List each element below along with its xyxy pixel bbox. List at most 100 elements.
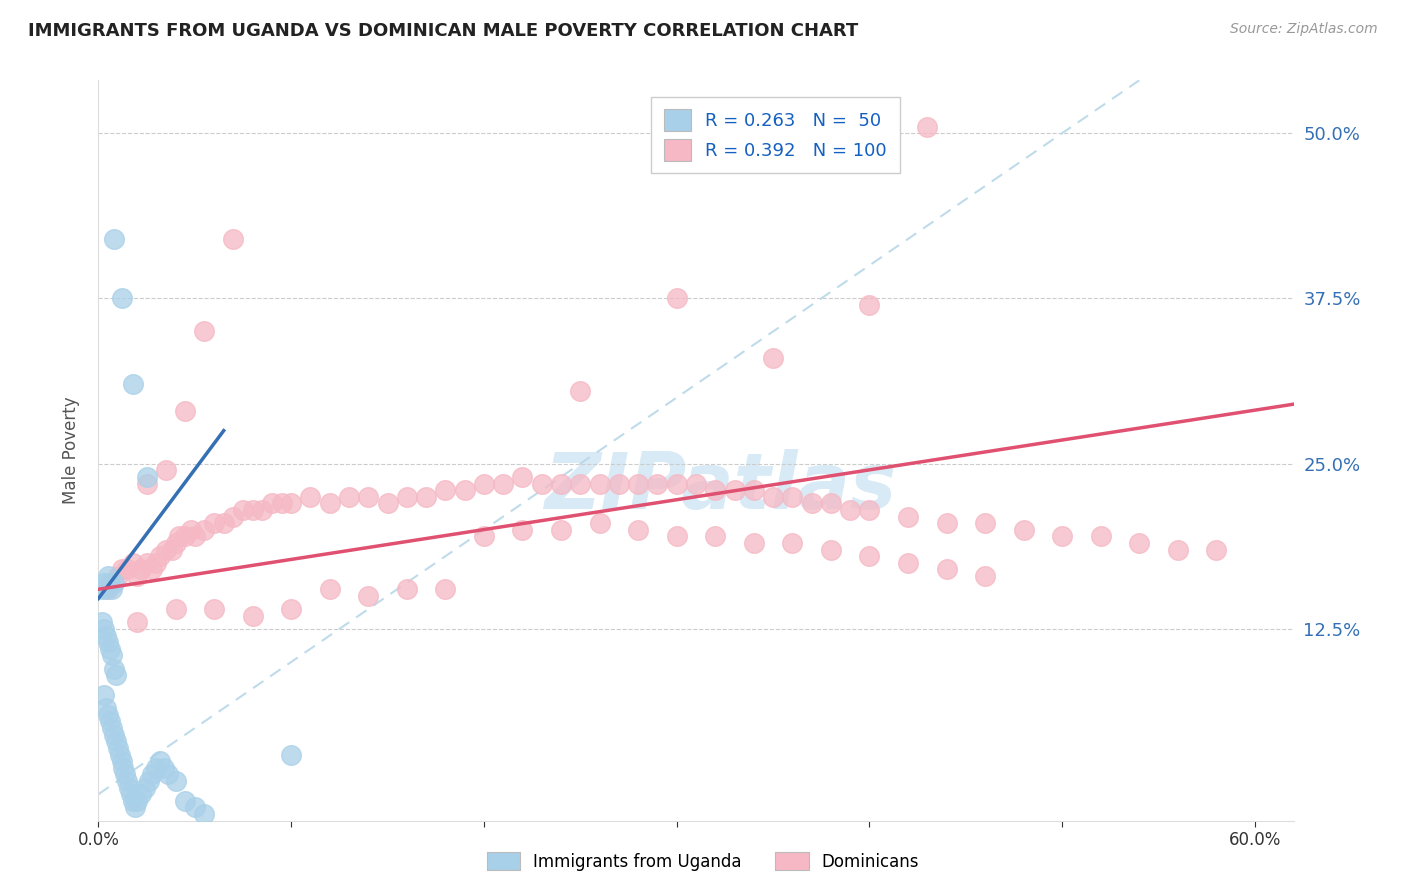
Point xyxy=(103,575,125,590)
Point xyxy=(103,232,125,246)
Point xyxy=(174,794,197,808)
Legend: Immigrants from Uganda, Dominicans: Immigrants from Uganda, Dominicans xyxy=(478,844,928,880)
Point xyxy=(588,516,610,531)
Point xyxy=(1050,529,1073,543)
Point xyxy=(193,523,215,537)
Point xyxy=(118,780,141,795)
Point xyxy=(665,476,688,491)
Point xyxy=(319,582,342,597)
Point xyxy=(782,536,804,550)
Point xyxy=(103,728,125,742)
Point xyxy=(122,377,145,392)
Point xyxy=(193,325,215,339)
Point xyxy=(337,490,360,504)
Point xyxy=(607,476,630,491)
Point xyxy=(180,523,202,537)
Point xyxy=(134,780,156,795)
Point xyxy=(94,629,117,643)
Point xyxy=(108,747,131,762)
Point xyxy=(858,549,880,564)
Point xyxy=(800,496,823,510)
Point xyxy=(193,807,215,822)
Point xyxy=(357,589,380,603)
Point xyxy=(319,496,342,510)
Point xyxy=(974,569,997,583)
Point xyxy=(858,503,880,517)
Point xyxy=(117,774,139,789)
Point xyxy=(242,608,264,623)
Point xyxy=(103,662,125,676)
Point xyxy=(512,523,534,537)
Point xyxy=(145,761,167,775)
Point xyxy=(280,496,302,510)
Point xyxy=(149,549,172,564)
Point xyxy=(97,569,120,583)
Point xyxy=(820,496,842,510)
Point xyxy=(160,542,183,557)
Point xyxy=(110,292,132,306)
Point xyxy=(270,496,292,510)
Point xyxy=(704,529,727,543)
Point xyxy=(156,767,179,781)
Point xyxy=(165,602,187,616)
Point xyxy=(492,476,515,491)
Point xyxy=(858,298,880,312)
Point xyxy=(917,120,939,134)
Point xyxy=(1090,529,1112,543)
Point xyxy=(101,721,124,735)
Point xyxy=(122,556,145,570)
Point xyxy=(184,529,207,543)
Point xyxy=(434,582,457,597)
Point xyxy=(138,774,160,789)
Point xyxy=(222,509,245,524)
Point xyxy=(112,761,135,775)
Point xyxy=(94,582,117,597)
Point xyxy=(897,509,920,524)
Point xyxy=(129,562,152,576)
Point xyxy=(434,483,457,497)
Point xyxy=(145,556,167,570)
Point xyxy=(569,476,592,491)
Point xyxy=(395,582,418,597)
Text: Source: ZipAtlas.com: Source: ZipAtlas.com xyxy=(1230,22,1378,37)
Point xyxy=(242,503,264,517)
Point xyxy=(98,641,121,656)
Point xyxy=(155,463,177,477)
Point xyxy=(415,490,437,504)
Point xyxy=(377,496,399,510)
Point xyxy=(782,490,804,504)
Point xyxy=(141,767,163,781)
Point xyxy=(222,232,245,246)
Point xyxy=(704,483,727,497)
Point xyxy=(129,787,152,801)
Point xyxy=(1167,542,1189,557)
Point xyxy=(299,490,322,504)
Point xyxy=(627,476,650,491)
Point xyxy=(101,648,124,663)
Point xyxy=(762,351,785,365)
Point xyxy=(1012,523,1035,537)
Point xyxy=(97,707,120,722)
Point xyxy=(1205,542,1227,557)
Point xyxy=(122,794,145,808)
Point xyxy=(762,490,785,504)
Point xyxy=(91,615,114,630)
Point xyxy=(550,523,572,537)
Point xyxy=(141,562,163,576)
Point xyxy=(212,516,235,531)
Point xyxy=(742,483,765,497)
Point xyxy=(202,516,225,531)
Point xyxy=(104,734,127,748)
Text: ZIPatlas: ZIPatlas xyxy=(544,450,896,525)
Point xyxy=(530,476,553,491)
Point xyxy=(98,714,121,729)
Point xyxy=(395,490,418,504)
Point xyxy=(280,747,302,762)
Point xyxy=(110,754,132,768)
Point xyxy=(135,470,157,484)
Point xyxy=(897,556,920,570)
Point xyxy=(125,615,148,630)
Point xyxy=(110,562,132,576)
Point xyxy=(135,556,157,570)
Point xyxy=(1128,536,1150,550)
